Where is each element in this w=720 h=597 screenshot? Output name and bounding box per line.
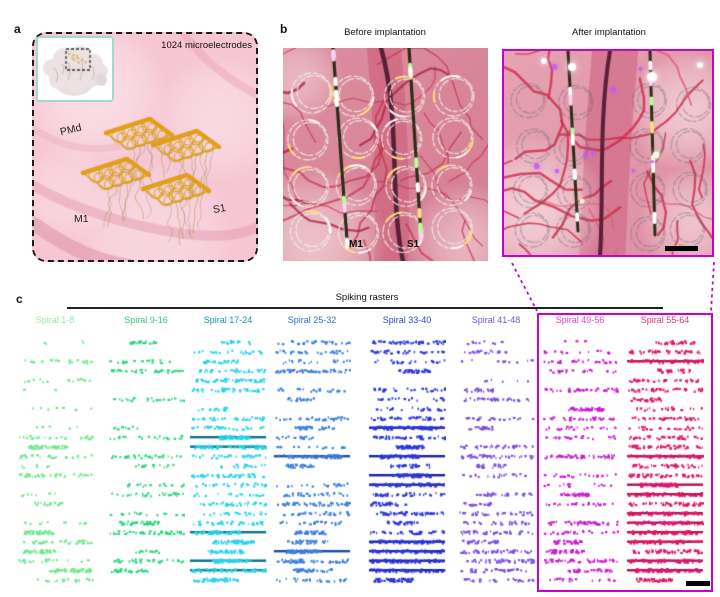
panel-a-letter: a bbox=[14, 22, 21, 36]
raster-header-spiral-33-40: Spiral 33-40 bbox=[382, 315, 432, 325]
after-implantation-title: After implantation bbox=[572, 27, 646, 38]
highlighted-rasters-box bbox=[537, 313, 713, 592]
connector-line-right bbox=[710, 261, 715, 312]
photo-label-s1: S1 bbox=[407, 239, 420, 250]
microelectrode-count-label: 1024 microelectrodes bbox=[161, 40, 252, 51]
panel-c-letter: c bbox=[16, 292, 23, 306]
title-underline bbox=[67, 307, 663, 309]
raster-column-8 bbox=[626, 334, 704, 586]
photo-after-implantation bbox=[502, 49, 714, 257]
raster-column-4 bbox=[273, 334, 351, 586]
region-label-s1: S1 bbox=[212, 201, 227, 217]
before-implantation-title: Before implantation bbox=[344, 27, 426, 38]
raster-column-6 bbox=[457, 334, 535, 586]
raster-header-spiral-9-16: Spiral 9-16 bbox=[124, 315, 168, 325]
brain-inset bbox=[36, 36, 114, 102]
photo-after-graphic bbox=[504, 51, 712, 255]
raster-header-spiral-25-32: Spiral 25-32 bbox=[287, 315, 337, 325]
raster-column-5 bbox=[368, 334, 446, 586]
raster-column-2 bbox=[107, 334, 185, 586]
raster-header-spiral-1-8: Spiral 1-8 bbox=[35, 315, 75, 325]
connector-line-left bbox=[511, 262, 538, 312]
spiking-rasters-title: Spiking rasters bbox=[335, 292, 399, 303]
raster-column-3 bbox=[189, 334, 267, 586]
raster-header-spiral-49-56: Spiral 49-56 bbox=[555, 315, 605, 325]
photo-label-m1: M1 bbox=[349, 239, 363, 250]
raster-header-spiral-55-64: Spiral 55-64 bbox=[640, 315, 690, 325]
raster-scale-bar bbox=[686, 581, 710, 586]
raster-header-spiral-17-24: Spiral 17-24 bbox=[203, 315, 253, 325]
raster-header-spiral-41-48: Spiral 41-48 bbox=[471, 315, 521, 325]
region-label-m1: M1 bbox=[74, 213, 89, 225]
panel-b-letter: b bbox=[280, 22, 288, 36]
brain-inset-graphic bbox=[38, 38, 112, 100]
photo-scale-bar bbox=[665, 246, 698, 251]
raster-column-1 bbox=[16, 334, 94, 586]
photo-before-implantation bbox=[283, 48, 488, 261]
photo-before-graphic bbox=[283, 48, 488, 261]
raster-column-7 bbox=[541, 334, 619, 586]
